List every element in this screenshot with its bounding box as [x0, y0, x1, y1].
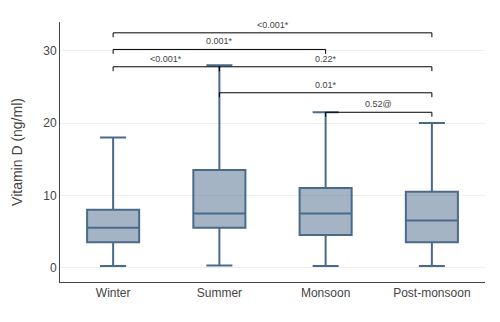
- svg-text:0.01*: 0.01*: [315, 80, 337, 90]
- svg-text:0.52@: 0.52@: [365, 99, 392, 109]
- svg-text:Summer: Summer: [197, 286, 242, 300]
- svg-text:0.001*: 0.001*: [206, 36, 233, 46]
- svg-text:10: 10: [43, 189, 57, 203]
- svg-text:20: 20: [43, 116, 57, 130]
- svg-text:<0.001*: <0.001*: [257, 20, 289, 30]
- svg-text:30: 30: [43, 44, 57, 58]
- svg-text:Winter: Winter: [96, 286, 131, 300]
- svg-text:0: 0: [50, 261, 57, 275]
- svg-text:0.22*: 0.22*: [315, 54, 337, 64]
- svg-text:Post-monsoon: Post-monsoon: [393, 286, 470, 300]
- svg-text:<0.001*: <0.001*: [150, 54, 182, 64]
- svg-text:Vitamin D (ng/ml): Vitamin D (ng/ml): [9, 98, 25, 206]
- svg-text:Monsoon: Monsoon: [301, 286, 350, 300]
